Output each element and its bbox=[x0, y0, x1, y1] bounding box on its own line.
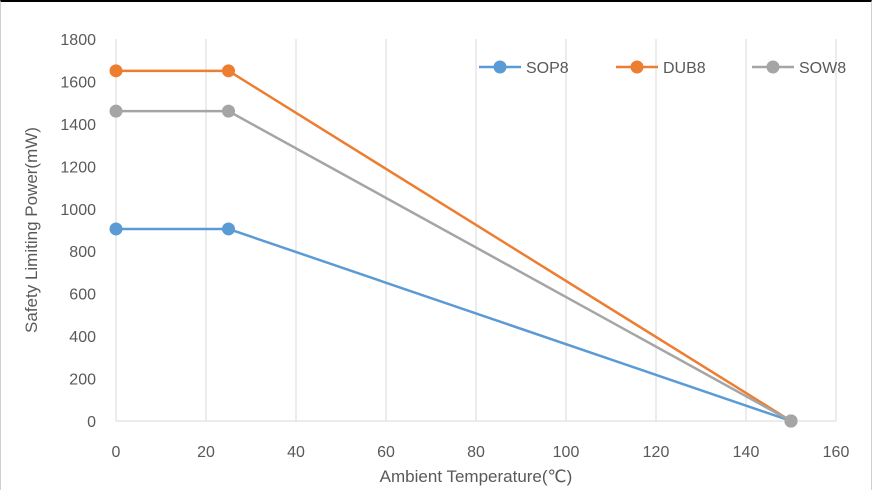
x-tick-label-140: 140 bbox=[733, 444, 760, 461]
x-tick-label-40: 40 bbox=[287, 444, 305, 461]
x-tick-label-160: 160 bbox=[823, 444, 850, 461]
data-point-dub8-0 bbox=[109, 64, 123, 78]
y-tick-label-800: 800 bbox=[69, 244, 96, 261]
x-tick-labels: 0 20 40 60 80 100 120 140 160 bbox=[112, 444, 850, 461]
y-tick-label-1400: 1400 bbox=[60, 117, 96, 134]
legend-label-dub8: DUB8 bbox=[663, 60, 706, 77]
y-tick-label-1000: 1000 bbox=[60, 202, 96, 219]
series-line-sop8 bbox=[116, 227, 792, 423]
x-tick-label-100: 100 bbox=[553, 444, 580, 461]
x-tick-label-60: 60 bbox=[377, 444, 395, 461]
data-point-sop8-0 bbox=[109, 222, 123, 236]
y-tick-label-0: 0 bbox=[87, 414, 96, 431]
x-axis-title: Ambient Temperature(℃) bbox=[380, 467, 573, 486]
legend-label-sow8: SOW8 bbox=[799, 60, 846, 77]
legend-label-sop8: SOP8 bbox=[526, 60, 569, 77]
y-tick-label-600: 600 bbox=[69, 287, 96, 304]
y-tick-label-1200: 1200 bbox=[60, 159, 96, 176]
y-tick-label-1600: 1600 bbox=[60, 74, 96, 91]
legend-marker-dub8 bbox=[630, 60, 644, 74]
y-tick-label-200: 200 bbox=[69, 372, 96, 389]
y-tick-labels: 0 200 400 600 800 1000 1200 1400 1600 1800 bbox=[60, 32, 96, 431]
data-point-sop8-1 bbox=[222, 222, 235, 236]
y-tick-label-400: 400 bbox=[69, 329, 96, 346]
y-tick-label-1800: 1800 bbox=[60, 32, 96, 49]
legend-marker-sop8 bbox=[493, 60, 507, 74]
legend: SOP8 DUB8 SOW8 bbox=[479, 60, 846, 77]
x-tick-label-120: 120 bbox=[643, 444, 670, 461]
data-point-sow8-1 bbox=[222, 104, 235, 118]
x-tick-label-20: 20 bbox=[197, 444, 215, 461]
data-point-sow8-2 bbox=[784, 414, 798, 428]
y-axis-title: Safety Limiting Power(mW) bbox=[22, 127, 41, 333]
x-tick-label-0: 0 bbox=[112, 444, 121, 461]
x-tick-label-80: 80 bbox=[467, 444, 485, 461]
series-group bbox=[109, 64, 798, 428]
grid-lines bbox=[115, 39, 837, 421]
data-point-sow8-0 bbox=[109, 104, 123, 118]
data-point-dub8-1 bbox=[222, 64, 235, 78]
legend-marker-sow8 bbox=[766, 60, 780, 74]
series-line-dub8 bbox=[116, 69, 792, 423]
series-line-sow8 bbox=[116, 109, 792, 423]
